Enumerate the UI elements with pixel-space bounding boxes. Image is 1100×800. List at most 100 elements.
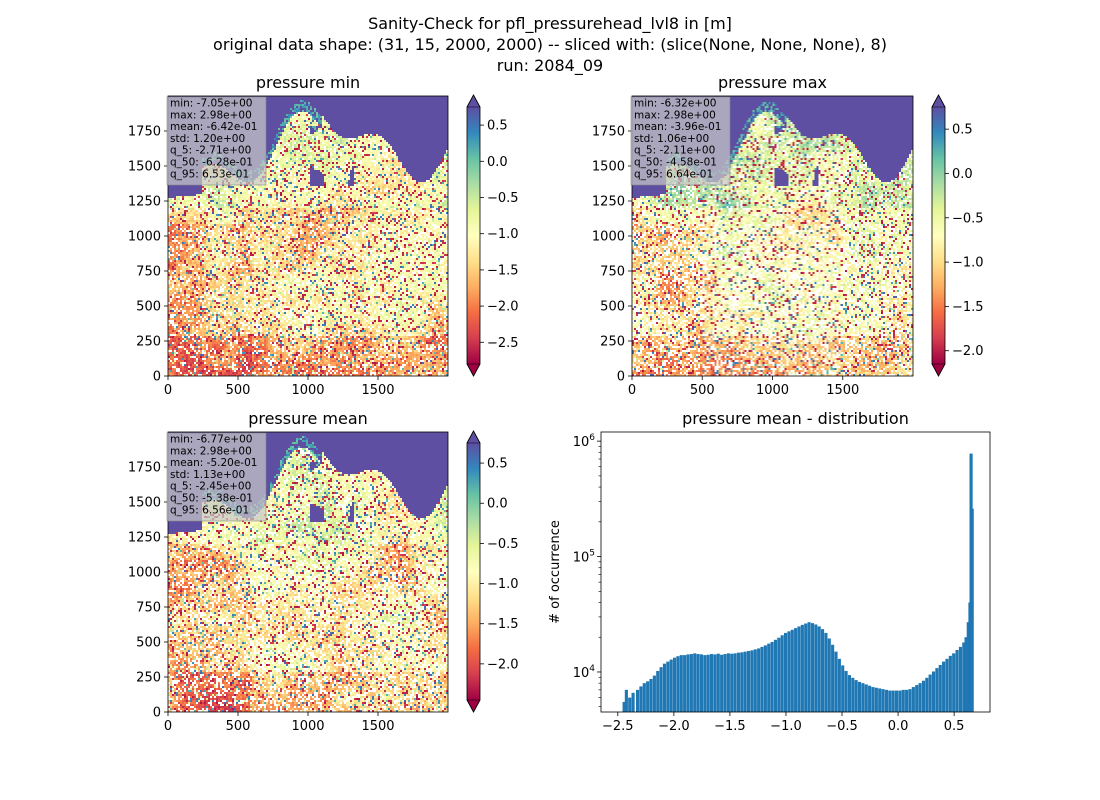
- histogram-bar: [807, 622, 811, 712]
- x-tick-label: −1.0: [770, 719, 802, 734]
- colorbar-tick-label: −1.5: [952, 300, 984, 315]
- histogram-bar: [864, 684, 868, 712]
- histogram-bar: [723, 654, 727, 712]
- stats-line: std: 1.13e+00: [170, 469, 245, 481]
- colorbar-outline: [466, 430, 481, 713]
- histogram-bar: [716, 653, 720, 712]
- histogram-bar: [874, 687, 878, 712]
- histogram-bar: [686, 654, 690, 712]
- colorbar-extend-min: [466, 699, 481, 713]
- stats-line: q_5: -2.71e+00: [170, 145, 251, 157]
- histogram-bar: [931, 671, 936, 712]
- histogram-bar: [810, 623, 815, 712]
- histogram-bar: [918, 683, 922, 712]
- histogram-bar: [834, 651, 838, 712]
- x-tick-label: 0.5: [944, 719, 965, 734]
- y-tick-label: 500: [136, 300, 161, 315]
- suptitle-line-3: run: 2084_09: [497, 56, 603, 76]
- histogram-bar: [656, 670, 660, 712]
- histogram-bar: [844, 670, 848, 712]
- x-tick-label: 1500: [361, 383, 394, 398]
- y-tick-label: 250: [136, 671, 161, 686]
- x-tick-label: 0: [628, 383, 636, 398]
- histogram-bar: [881, 689, 885, 712]
- histogram-bar: [767, 643, 771, 712]
- y-tick-label: 1500: [128, 160, 161, 175]
- histogram-bar: [847, 675, 852, 712]
- histogram-bar: [780, 635, 784, 712]
- x-tick-label: 500: [690, 383, 715, 398]
- histogram-bar: [804, 623, 808, 712]
- histogram-bar: [636, 689, 640, 712]
- histogram-bar: [908, 689, 912, 712]
- colorbar-tick-label: −1.5: [487, 263, 519, 278]
- histogram-bar: [925, 677, 929, 712]
- histogram-bar: [966, 622, 970, 712]
- y-tick-label: 105: [573, 549, 595, 566]
- histogram-bar: [699, 654, 704, 712]
- colorbar-tick-label: 0.5: [487, 457, 508, 472]
- histogram-bar: [942, 661, 946, 712]
- colorbar-extend-max: [466, 94, 481, 108]
- histogram-bar: [659, 667, 663, 712]
- colorbar-outline: [931, 94, 946, 377]
- colorbar-tick-label: 0.0: [487, 155, 508, 170]
- histogram-bar: [733, 653, 737, 712]
- x-tick-label: 1500: [361, 719, 394, 734]
- y-tick-label: 1750: [592, 125, 625, 140]
- histogram-bar: [646, 681, 650, 712]
- panel-title: pressure max: [718, 73, 827, 92]
- histogram-bar: [720, 654, 724, 712]
- y-tick-label: 106: [573, 433, 596, 450]
- x-tick-label: −2.0: [658, 719, 690, 734]
- histogram-bar: [726, 653, 730, 712]
- histogram-bar: [911, 687, 915, 712]
- x-tick-label: 0: [164, 719, 172, 734]
- histogram-bar: [945, 658, 949, 712]
- y-tick-label: 104: [573, 664, 596, 681]
- histogram-bar: [841, 665, 845, 712]
- histogram-bar: [642, 683, 646, 712]
- y-tick-label: 0: [153, 706, 161, 721]
- colorbar-tick-label: 0.0: [952, 167, 973, 182]
- stats-line: q_50: -6.28e-01: [170, 157, 253, 169]
- y-tick-label: 1750: [128, 125, 161, 140]
- histogram-bar: [652, 675, 656, 712]
- histogram-bar: [958, 646, 962, 712]
- y-tick-label: 1250: [128, 531, 161, 546]
- y-tick-label: 1750: [128, 461, 161, 476]
- colorbar-tick-label: −0.5: [487, 191, 519, 206]
- x-tick-label: 500: [226, 719, 251, 734]
- y-tick-label: 250: [136, 335, 161, 350]
- histogram-bar: [814, 624, 818, 712]
- y-axis-label: # of occurrence: [548, 520, 563, 624]
- panel-title: pressure min: [256, 73, 360, 92]
- colorbar: [467, 107, 480, 364]
- histogram-bar: [624, 689, 628, 712]
- x-tick-label: 1000: [756, 383, 789, 398]
- histogram-bar: [938, 664, 942, 712]
- stats-line: std: 1.06e+00: [634, 133, 709, 145]
- histogram-bar: [851, 677, 855, 712]
- histogram-bar: [948, 655, 952, 712]
- histogram-bar: [639, 686, 643, 712]
- stats-line: mean: -6.42e-01: [170, 121, 257, 133]
- colorbar-extend-max: [466, 430, 481, 444]
- histogram-bar: [773, 639, 778, 712]
- histogram-bar: [709, 654, 714, 712]
- histogram-bar: [878, 688, 882, 712]
- histogram-bars: [622, 453, 974, 712]
- stats-line: mean: -5.20e-01: [170, 457, 257, 469]
- y-tick-label: 1500: [128, 496, 161, 511]
- stats-line: max: 2.98e+00: [634, 109, 716, 121]
- histogram-bar: [770, 641, 774, 712]
- x-tick-label: −0.5: [826, 719, 858, 734]
- x-tick-label: 1500: [826, 383, 859, 398]
- y-tick-label: 250: [600, 335, 625, 350]
- histogram-bar: [753, 649, 757, 712]
- histogram-bar: [730, 653, 734, 712]
- x-tick-label: 0: [164, 383, 172, 398]
- histogram-bar: [750, 650, 754, 712]
- colorbar-extend-max: [931, 94, 946, 108]
- stats-line: mean: -3.96e-01: [634, 121, 721, 133]
